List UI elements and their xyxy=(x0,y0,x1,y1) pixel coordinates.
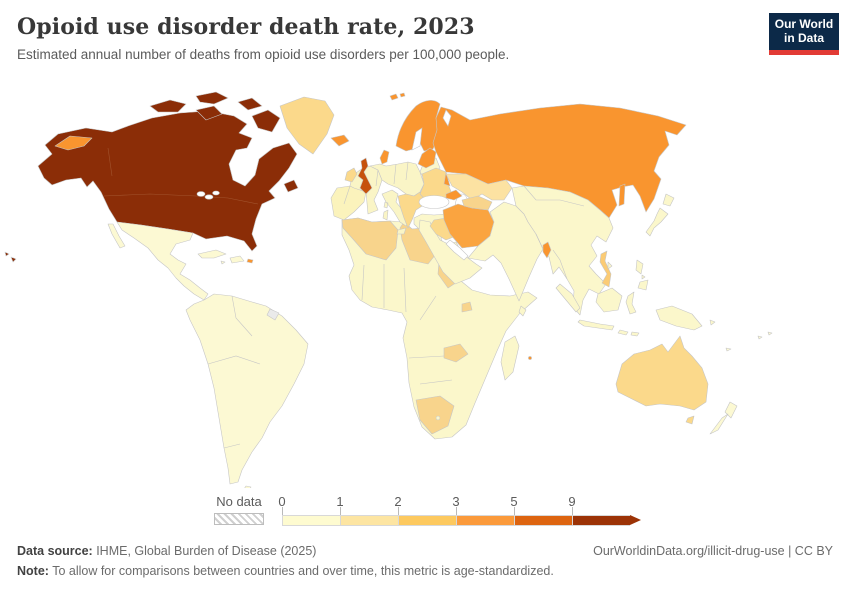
note-text: To allow for comparisons between countri… xyxy=(48,564,554,578)
legend-arrow-tip xyxy=(630,515,641,525)
asia-borders xyxy=(523,185,585,280)
region-kazakhstan[interactable] xyxy=(445,173,513,201)
legend-colorbar: 0 1 2 3 5 9 xyxy=(278,494,652,526)
region-bangladesh[interactable] xyxy=(542,241,552,259)
legend-bin-3-5[interactable] xyxy=(456,515,514,526)
note-label: Note: xyxy=(17,564,49,578)
legend-tick-1: 1 xyxy=(336,494,344,509)
owid-logo-line2: in Data xyxy=(783,30,824,45)
no-data-swatch[interactable] xyxy=(214,513,264,525)
region-caucasus[interactable] xyxy=(445,189,463,201)
legend-tick-5: 9 xyxy=(568,494,576,509)
legend-tick-3: 3 xyxy=(452,494,460,509)
owid-logo-line1: Our World xyxy=(774,16,834,31)
chart-subtitle: Estimated annual number of deaths from o… xyxy=(17,47,510,62)
region-vietnam[interactable] xyxy=(599,250,612,288)
region-chukotka-wrap[interactable] xyxy=(54,135,93,151)
region-denmark[interactable] xyxy=(379,149,390,165)
legend-tick-4: 5 xyxy=(510,494,518,509)
region-zambia[interactable] xyxy=(443,343,469,363)
region-turkmenistan-uzbekistan[interactable] xyxy=(461,195,493,211)
legend-color-bar xyxy=(282,515,652,526)
region-sakhalin[interactable] xyxy=(618,183,626,207)
region-puerto-rico[interactable] xyxy=(246,258,254,264)
region-cuba-hispaniola[interactable] xyxy=(197,249,245,265)
world-choropleth-map xyxy=(0,88,850,488)
persian-gulf xyxy=(445,239,469,261)
map-legend: No data 0 1 2 3 5 9 xyxy=(0,494,850,536)
legend-no-data[interactable]: No data xyxy=(214,494,264,525)
legend-bin-5-9[interactable] xyxy=(514,515,572,526)
region-united-states-canada[interactable] xyxy=(37,110,298,252)
europe-borders xyxy=(343,161,409,205)
page-title: Opioid use disorder death rate, 2023 xyxy=(17,14,475,40)
white-sea xyxy=(442,109,452,127)
region-japan[interactable] xyxy=(645,193,675,237)
data-source-text: IHME, Global Burden of Disease (2025) xyxy=(92,544,317,558)
region-lesotho[interactable] xyxy=(435,415,441,421)
black-sea xyxy=(418,195,450,209)
region-svalbard[interactable] xyxy=(389,92,406,101)
region-mexico-central-america[interactable] xyxy=(107,221,209,301)
legend-tick-0: 0 xyxy=(278,494,286,509)
legend-bin-2-3[interactable] xyxy=(398,515,456,526)
region-indonesia-malaysia[interactable] xyxy=(555,283,640,337)
no-data-label: No data xyxy=(216,494,262,509)
legend-bin-0-1[interactable] xyxy=(282,515,340,526)
data-source-label: Data source: xyxy=(17,544,93,558)
region-iceland[interactable] xyxy=(330,134,350,147)
legend-bin-1-2[interactable] xyxy=(340,515,398,526)
region-mauritius[interactable] xyxy=(528,356,532,360)
us-canada-border-line xyxy=(103,147,259,205)
region-south-africa[interactable] xyxy=(415,395,455,435)
data-source-line[interactable]: Data source: IHME, Global Burden of Dise… xyxy=(17,544,316,558)
region-pacific-islands[interactable] xyxy=(725,331,773,352)
region-arabia-levant[interactable] xyxy=(418,219,483,285)
legend-bin-9-plus[interactable] xyxy=(572,515,630,526)
region-philippines[interactable] xyxy=(635,259,649,291)
gulf-of-bothnia xyxy=(411,127,423,151)
region-hawaii[interactable] xyxy=(4,251,17,263)
owid-url-link[interactable]: OurWorldinData.org/illicit-drug-use | CC… xyxy=(593,544,833,558)
region-canada-arctic-islands[interactable] xyxy=(149,91,299,193)
region-new-zealand[interactable] xyxy=(709,401,738,435)
legend-tick-labels: 0 1 2 3 5 9 xyxy=(278,494,652,510)
region-french-guiana[interactable] xyxy=(266,308,280,321)
region-south-america[interactable] xyxy=(185,293,309,488)
legend-tick-2: 2 xyxy=(394,494,402,509)
region-united-kingdom[interactable] xyxy=(357,157,373,195)
chart-header: Opioid use disorder death rate, 2023 Est… xyxy=(17,14,750,62)
region-central-europe[interactable] xyxy=(369,161,425,197)
region-greenland[interactable] xyxy=(279,96,335,155)
region-uganda[interactable] xyxy=(461,301,473,313)
south-america-borders xyxy=(207,295,261,449)
region-sri-lanka[interactable] xyxy=(518,305,527,317)
region-australia[interactable] xyxy=(615,335,709,425)
legend-tick-marks xyxy=(282,507,652,516)
africa-borders xyxy=(361,264,453,385)
chart-footer: Data source: IHME, Global Burden of Dise… xyxy=(17,544,833,578)
region-russia[interactable] xyxy=(432,103,687,219)
region-morocco-algeria[interactable] xyxy=(341,217,399,261)
owid-logo[interactable]: Our World in Data xyxy=(769,13,839,55)
region-ireland[interactable] xyxy=(344,167,358,183)
region-taiwan[interactable] xyxy=(607,261,613,270)
region-new-guinea[interactable] xyxy=(655,305,716,331)
region-madagascar[interactable] xyxy=(500,335,520,381)
